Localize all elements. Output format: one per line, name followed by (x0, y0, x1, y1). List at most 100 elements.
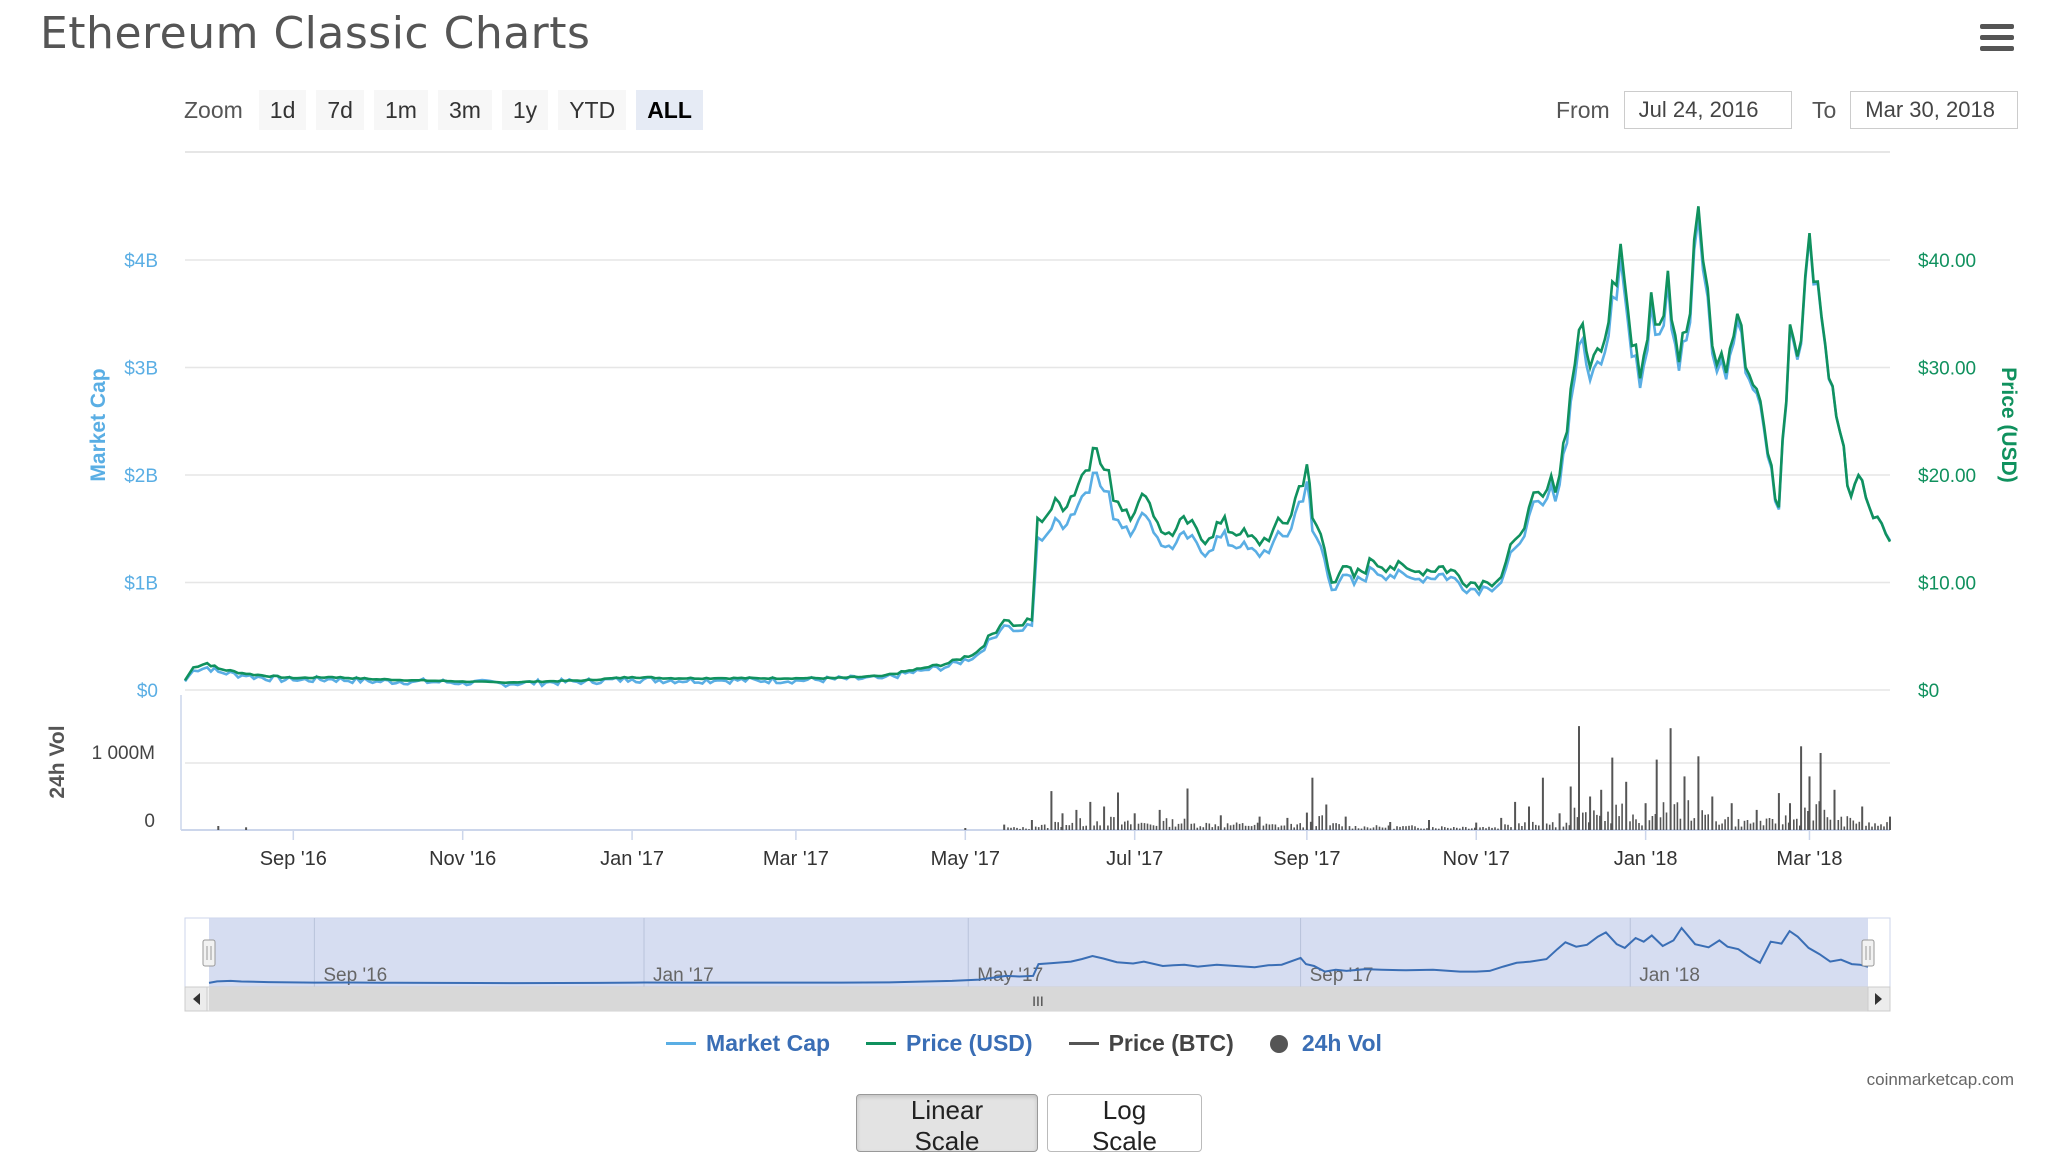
volume-bar (1396, 826, 1398, 830)
zoom-ytd-button[interactable]: YTD (558, 90, 627, 130)
zoom-1m-button[interactable]: 1m (373, 90, 428, 130)
volume-bar (1057, 822, 1059, 830)
legend-item-price-usd[interactable]: Price (USD) (866, 1030, 1033, 1057)
volume-bar (1737, 819, 1740, 830)
volume-bar (1707, 814, 1709, 830)
volume-bar (1541, 777, 1544, 830)
volume-bar (1040, 824, 1043, 830)
volume-bar (1217, 826, 1220, 830)
volume-bar (1826, 817, 1829, 830)
volume-bar (1474, 827, 1476, 830)
volume-bar (1208, 823, 1211, 830)
navigator-right-handle (1861, 939, 1875, 967)
volume-bar (1781, 824, 1784, 830)
volume-bar (1648, 820, 1651, 830)
volume-bar (1420, 828, 1422, 830)
log-scale-button[interactable]: Log Scale (1047, 1094, 1202, 1156)
legend-item-market-cap[interactable]: Market Cap (666, 1030, 830, 1057)
volume-bar (1777, 793, 1780, 830)
credits-link[interactable]: coinmarketcap.com (1866, 1070, 2014, 1089)
volume-bar (1046, 828, 1049, 830)
volume-bar (1659, 817, 1662, 830)
volume-bar (1665, 812, 1668, 830)
volume-bar (1752, 822, 1755, 830)
volume-bar (1214, 824, 1217, 830)
volume-bar (1133, 813, 1136, 831)
volume-bar (1524, 822, 1526, 830)
volume-bar (1815, 804, 1818, 830)
x-axis-tick-label: Jan '17 (600, 848, 664, 870)
volume-bar (1701, 810, 1703, 830)
volume-bar (1596, 814, 1598, 830)
zoom-all-button[interactable]: ALL (636, 90, 703, 130)
volume-bar (1883, 826, 1885, 830)
volume-bar (1426, 828, 1428, 830)
volume-bar (1740, 826, 1743, 830)
volume-bar (1807, 811, 1809, 830)
volume-bar (1784, 815, 1787, 830)
linear-scale-button[interactable]: Linear Scale (856, 1094, 1038, 1156)
volume-bar (1034, 826, 1037, 830)
volume-bar (1165, 818, 1168, 830)
page-title: Ethereum Classic Charts (40, 8, 591, 59)
volume-bar (1638, 823, 1640, 830)
volume-bar (1610, 823, 1612, 830)
date-range-to: To Mar 30, 2018 (1812, 89, 2019, 131)
y-left-tick-label: $1B (124, 574, 158, 595)
navigator-left-handle (202, 939, 216, 967)
volume-bar (1193, 823, 1196, 830)
to-date-input[interactable]: Mar 30, 2018 (1850, 91, 2019, 129)
hamburger-menu-icon[interactable] (1980, 24, 2014, 52)
to-label: To (1812, 96, 1837, 123)
legend-item-24h-vol[interactable]: 24h Vol (1269, 1030, 1382, 1057)
navigator-tick-label: Sep '16 (323, 965, 387, 986)
volume-bar (1061, 813, 1064, 831)
volume-bar (1162, 820, 1165, 830)
volume-bar (1256, 822, 1259, 830)
volume-bar (1765, 818, 1768, 830)
volume-bar (1241, 823, 1244, 830)
legend-price-usd-label: Price (USD) (906, 1030, 1033, 1056)
from-label: From (1556, 96, 1610, 123)
volume-bar (1037, 827, 1040, 830)
volume-bar (1286, 817, 1289, 830)
volume-bar (1774, 823, 1777, 830)
volume-bar (964, 828, 967, 830)
volume-bar (1889, 816, 1891, 830)
volume-bar (1107, 825, 1109, 830)
legend-24h-vol-label: 24h Vol (1301, 1030, 1382, 1056)
volume-bar (1258, 816, 1261, 830)
volume-bar (1321, 815, 1323, 830)
volume-bar (1669, 728, 1672, 830)
volume-bar (1808, 776, 1811, 830)
volume-bar (1551, 822, 1554, 830)
volume-bar (1450, 828, 1452, 830)
volume-bar (1019, 828, 1021, 830)
volume-bar (1381, 827, 1384, 830)
volume-bar (1171, 819, 1174, 830)
volume-bar (1589, 796, 1592, 830)
zoom-3m-button[interactable]: 3m (437, 90, 492, 130)
volume-bar (1183, 818, 1186, 830)
volume-bar (217, 826, 220, 830)
volume-bar (1755, 809, 1758, 830)
volume-bar (1158, 809, 1161, 830)
from-date-input[interactable]: Jul 24, 2016 (1623, 91, 1792, 129)
volume-bar (1311, 777, 1314, 830)
legend-item-price-btc[interactable]: Price (BTC) (1068, 1030, 1234, 1057)
volume-bar (1471, 828, 1473, 830)
volume-bar (1582, 812, 1584, 830)
volume-bar (1325, 804, 1328, 830)
volume-bar (1043, 824, 1046, 830)
volume-bar (1789, 803, 1791, 830)
volume-bar (1438, 828, 1440, 830)
zoom-1y-button[interactable]: 1y (501, 90, 549, 130)
zoom-1d-button[interactable]: 1d (258, 90, 307, 130)
volume-bar (1174, 826, 1177, 830)
volume-bar (1615, 804, 1617, 830)
volume-bar (1190, 823, 1193, 830)
volume-bar (1253, 824, 1256, 830)
volume-bar (1357, 828, 1360, 830)
zoom-7d-button[interactable]: 7d (316, 90, 364, 130)
